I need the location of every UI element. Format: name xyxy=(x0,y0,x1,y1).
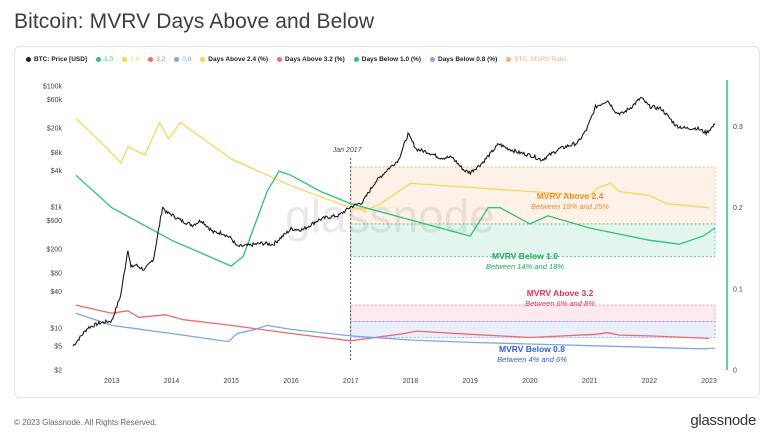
annotation-subtitle: Between 18% and 25% xyxy=(531,202,609,211)
legend-label: Days Above 2.4 (%) xyxy=(208,56,269,63)
copyright-text: © 2023 Glassnode. All Rights Reserved. xyxy=(14,418,157,427)
legend-label: 3.2 xyxy=(156,56,166,63)
legend-swatch xyxy=(26,57,31,62)
annotation-title: MVRV Below 0.8 xyxy=(499,344,565,354)
annotation-band xyxy=(350,223,716,257)
legend-label: Days Above 3.2 (%) xyxy=(285,56,345,63)
y-left-tick-label: $10 xyxy=(50,325,62,332)
legend-label: BTC: Price [USD] xyxy=(34,56,88,63)
annotation-title: MVRV Below 1.0 xyxy=(492,251,558,261)
y-left-tick-label: $2 xyxy=(54,368,62,375)
legend-swatch xyxy=(174,57,180,62)
series-line xyxy=(75,312,716,350)
price-line xyxy=(72,96,716,347)
y-left-tick-label: $20k xyxy=(47,126,63,133)
brand-logo: glassnode xyxy=(690,412,756,429)
chart-legend: BTC: Price [USD] 1.0 2.4 3.2 0.8 Days Above 2… xyxy=(26,56,746,70)
legend-swatch xyxy=(353,57,359,62)
legend-swatch xyxy=(277,57,283,62)
series-line xyxy=(75,170,716,267)
legend-item[interactable]: 2.4 xyxy=(122,56,139,63)
x-tick-label: 2021 xyxy=(582,378,598,385)
legend-item[interactable]: Days Above 2.4 (%) xyxy=(200,56,268,63)
annotation-subtitle: Between 6% and 8% xyxy=(525,299,595,308)
annotation-title: MVRV Above 2.4 xyxy=(537,191,604,201)
legend-label: 1.0 xyxy=(104,56,114,63)
legend-item[interactable]: Days Below 0.8 (%) xyxy=(430,56,497,63)
legend-label: Days Below 0.8 (%) xyxy=(438,56,498,63)
y-left-tick-label: $1k xyxy=(51,204,63,211)
y-right-tick-label: 0 xyxy=(733,368,737,375)
series-line xyxy=(75,118,710,210)
legend-swatch xyxy=(96,57,102,62)
legend-swatch xyxy=(122,57,128,62)
x-tick-label: 2016 xyxy=(283,378,299,385)
y-left-tick-label: $8k xyxy=(51,150,63,157)
legend-swatch xyxy=(506,57,512,62)
legend-swatch xyxy=(200,57,206,62)
legend-label: Days Below 1.0 (%) xyxy=(361,56,421,63)
y-right-tick-label: 0.2 xyxy=(733,205,743,212)
legend-label: 0.8 xyxy=(182,56,192,63)
x-tick-label: 2020 xyxy=(522,378,538,385)
x-tick-label: 2019 xyxy=(462,378,478,385)
y-right-tick-label: 0.1 xyxy=(733,286,743,293)
y-left-tick-label: $40 xyxy=(50,289,62,296)
annotation-subtitle: Between 14% and 18% xyxy=(486,262,564,271)
annotation-title: MVRV Above 3.2 xyxy=(527,288,594,298)
legend-item[interactable]: Days Below 1.0 (%) xyxy=(353,56,421,63)
y-left-tick-label: $4k xyxy=(51,168,63,175)
jan-2017-label: Jan 2017 xyxy=(332,147,363,154)
legend-swatch xyxy=(430,57,435,62)
legend-item[interactable]: Days Above 3.2 (%) xyxy=(277,56,345,63)
legend-item[interactable]: 0.8 xyxy=(174,56,191,63)
x-tick-label: 2018 xyxy=(403,378,419,385)
legend-item[interactable]: 3.2 xyxy=(148,56,165,63)
legend-label: 2.4 xyxy=(130,56,140,63)
x-tick-label: 2015 xyxy=(223,378,239,385)
y-left-tick-label: $60k xyxy=(47,97,63,104)
y-left-tick-label: $80 xyxy=(50,271,62,278)
x-tick-label: 2017 xyxy=(343,378,359,385)
y-left-tick-label: $100k xyxy=(43,84,63,91)
annotation-subtitle: Between 4% and 6% xyxy=(497,355,567,364)
y-left-tick-label: $5 xyxy=(54,343,62,350)
y-right-tick-label: 0.3 xyxy=(733,124,743,131)
x-tick-label: 2014 xyxy=(164,378,180,385)
annotation-band xyxy=(350,304,716,322)
annotation-band xyxy=(350,320,716,338)
y-left-tick-label: $600 xyxy=(46,218,62,225)
legend-swatch xyxy=(148,57,154,62)
page-title: Bitcoin: MVRV Days Above and Below xyxy=(14,10,375,33)
x-tick-label: 2013 xyxy=(104,378,120,385)
annotation-band xyxy=(350,166,716,225)
x-tick-label: 2023 xyxy=(701,378,717,385)
legend-item[interactable]: BTC: Price [USD] xyxy=(26,56,87,63)
legend-label: BTC: MVRV Ratio xyxy=(514,56,567,63)
x-tick-label: 2022 xyxy=(642,378,658,385)
legend-item[interactable]: 1.0 xyxy=(96,56,113,63)
y-left-tick-label: $200 xyxy=(46,247,62,254)
legend-item[interactable]: BTC: MVRV Ratio xyxy=(506,56,567,63)
